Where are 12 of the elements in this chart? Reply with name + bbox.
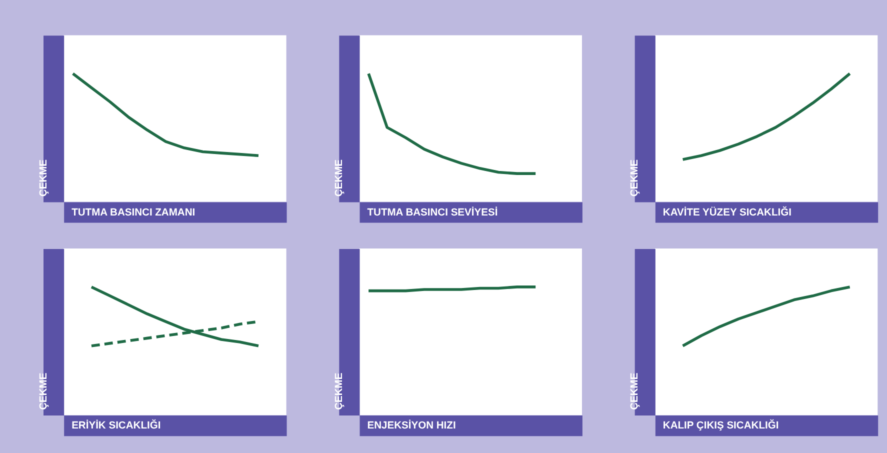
x-axis-title: TUTMA BASINCI ZAMANI [72,207,196,218]
x-axis-title: KALIP ÇIKIŞ SICAKLIĞI [662,418,779,432]
x-axis-title: KAVİTE YÜZEY SICAKLIĞI [662,205,792,218]
x-axis-title: TUTMA BASINCI SEVİYESİ [367,206,498,218]
y-axis-title: ÇEKME [630,372,641,410]
y-axis-title: ÇEKME [38,372,50,410]
y-axis-title: ÇEKME [38,159,50,197]
y-axis-title: ÇEKME [334,372,345,410]
x-axis-title: ERİYİK SICAKLIĞI [72,418,161,432]
y-axis-title: ÇEKME [334,159,345,197]
x-axis-title: ENJEKSİYON HIZI [367,420,456,432]
y-axis-title: ÇEKME [630,159,641,197]
